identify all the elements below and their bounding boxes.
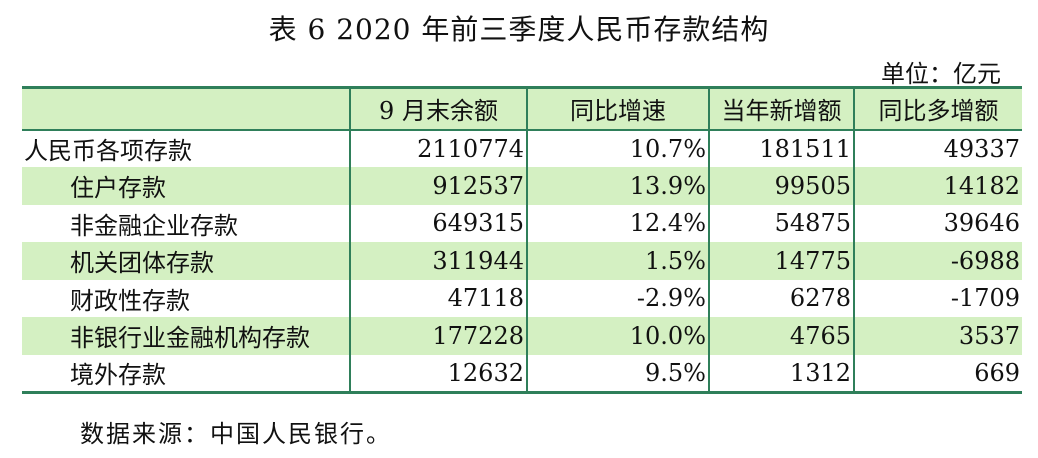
cell-balance: 912537 xyxy=(349,167,527,205)
cell-balance: 649315 xyxy=(349,204,527,242)
row-name: 非金融企业存款 xyxy=(70,211,238,240)
data-source-note: 数据来源：中国人民银行。 xyxy=(80,420,392,448)
cell-growth: -2.9% xyxy=(526,279,709,317)
row-name: 人民币各项存款 xyxy=(24,137,192,166)
unit-label: 单位：亿元 xyxy=(881,60,1001,88)
row-name: 住户存款 xyxy=(22,167,350,205)
row-name: 境外存款 xyxy=(22,354,350,394)
cell-yoy-more: 3537 xyxy=(853,317,1022,355)
cell-yoy-more: 39646 xyxy=(853,204,1022,242)
cell-yoy-more: 669 xyxy=(853,354,1022,394)
header-new-added: 当年新增额 xyxy=(708,86,854,131)
row-name: 机关团体存款 xyxy=(22,242,350,280)
header-growth: 同比增速 xyxy=(526,86,709,131)
table-row: 非金融企业存款 649315 12.4% 54875 39646 xyxy=(22,204,1022,242)
table-row: 住户存款 912537 13.9% 99505 14182 xyxy=(22,167,1022,205)
cell-yoy-more: -1709 xyxy=(853,279,1022,317)
cell-new-added: 4765 xyxy=(708,317,854,355)
header-yoy-more: 同比多增额 xyxy=(853,86,1022,131)
cell-growth: 12.4% xyxy=(526,204,709,242)
cell-growth: 10.7% xyxy=(526,129,709,167)
cell-balance: 2110774 xyxy=(349,129,527,167)
table-title: 表 6 2020 年前三季度人民币存款结构 xyxy=(268,13,770,46)
header-balance: 9 月末余额 xyxy=(349,86,527,131)
cell-balance: 177228 xyxy=(349,317,527,355)
table-row: 财政性存款 47118 -2.9% 6278 -1709 xyxy=(22,279,1022,317)
cell-new-added: 181511 xyxy=(708,129,854,167)
cell-balance: 47118 xyxy=(349,279,527,317)
cell-new-added: 54875 xyxy=(708,204,854,242)
table-row: 人民币各项存款 2110774 10.7% 181511 49337 xyxy=(22,129,1022,167)
row-name: 非银行业金融机构存款 xyxy=(22,317,350,355)
cell-balance: 12632 xyxy=(349,354,527,394)
cell-growth: 9.5% xyxy=(526,354,709,394)
deposit-structure-table: 9 月末余额 同比增速 当年新增额 同比多增额 人民币各项存款 2110774 … xyxy=(22,86,1022,394)
cell-new-added: 99505 xyxy=(708,167,854,205)
cell-balance: 311944 xyxy=(349,242,527,280)
row-name: 财政性存款 xyxy=(70,286,190,315)
table-row: 非银行业金融机构存款 177228 10.0% 4765 3537 xyxy=(22,317,1022,355)
cell-new-added: 14775 xyxy=(708,242,854,280)
cell-new-added: 1312 xyxy=(708,354,854,394)
cell-growth: 1.5% xyxy=(526,242,709,280)
cell-yoy-more: -6988 xyxy=(853,242,1022,280)
table-row: 境外存款 12632 9.5% 1312 669 xyxy=(22,354,1022,394)
cell-growth: 10.0% xyxy=(526,317,709,355)
header-category xyxy=(22,86,350,131)
header-row: 9 月末余额 同比增速 当年新增额 同比多增额 xyxy=(22,86,1022,131)
cell-yoy-more: 14182 xyxy=(853,167,1022,205)
cell-yoy-more: 49337 xyxy=(853,129,1022,167)
cell-growth: 13.9% xyxy=(526,167,709,205)
table-row: 机关团体存款 311944 1.5% 14775 -6988 xyxy=(22,242,1022,280)
cell-new-added: 6278 xyxy=(708,279,854,317)
